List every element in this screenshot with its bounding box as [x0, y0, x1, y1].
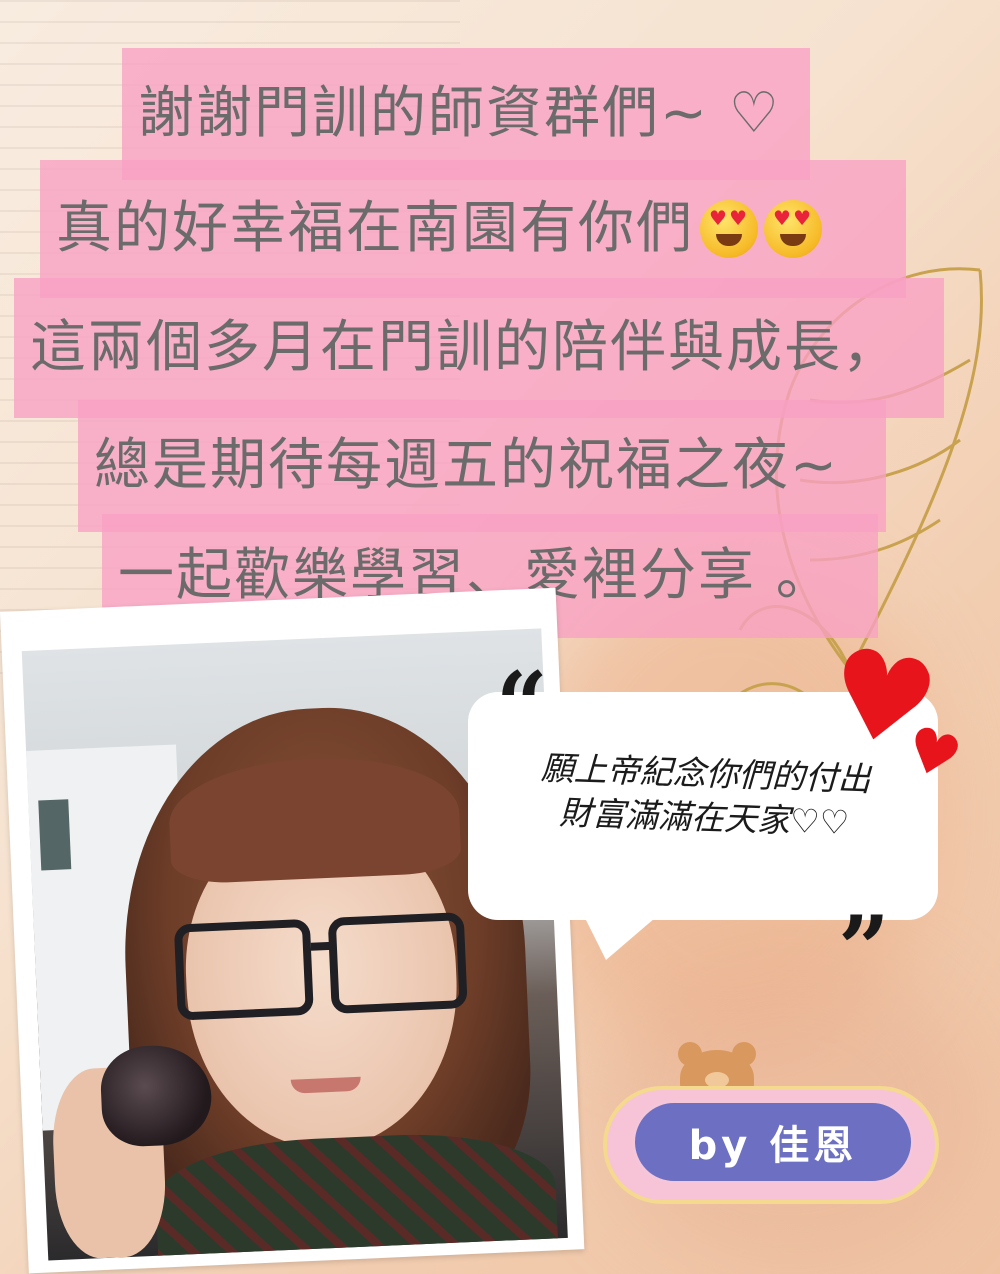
signature-badge: by 佳恩: [632, 1100, 914, 1184]
message-line-1: 謝謝門訓的師資群們~ ♡: [122, 48, 810, 180]
open-quote-icon: “: [496, 652, 548, 758]
message-line-3-text: 這兩個多月在門訓的陪伴與成長，: [30, 315, 900, 380]
message-line-4: 總是期待每週五的祝福之夜~: [78, 400, 886, 532]
glasses-icon: [173, 912, 468, 1021]
signature-text: by 佳恩: [688, 1123, 858, 1169]
close-quote-icon: ”: [838, 896, 890, 1002]
speech-bubble: [468, 692, 938, 920]
heart-eyes-emoji-icon: [764, 200, 822, 258]
heart-eyes-emoji-icon: [700, 200, 758, 258]
message-line-4-text: 總是期待每週五的祝福之夜~: [94, 433, 839, 498]
message-line-2-text: 真的好幸福在南園有你們: [56, 196, 694, 261]
message-line-5: 一起歡樂學習、愛裡分享 。: [102, 514, 878, 638]
message-line-3: 這兩個多月在門訓的陪伴與成長，: [14, 278, 944, 418]
message-line-1-text: 謝謝門訓的師資群們~ ♡: [138, 81, 781, 146]
message-line-2: 真的好幸福在南園有你們: [40, 160, 906, 298]
speech-bubble-tail: [576, 900, 676, 960]
